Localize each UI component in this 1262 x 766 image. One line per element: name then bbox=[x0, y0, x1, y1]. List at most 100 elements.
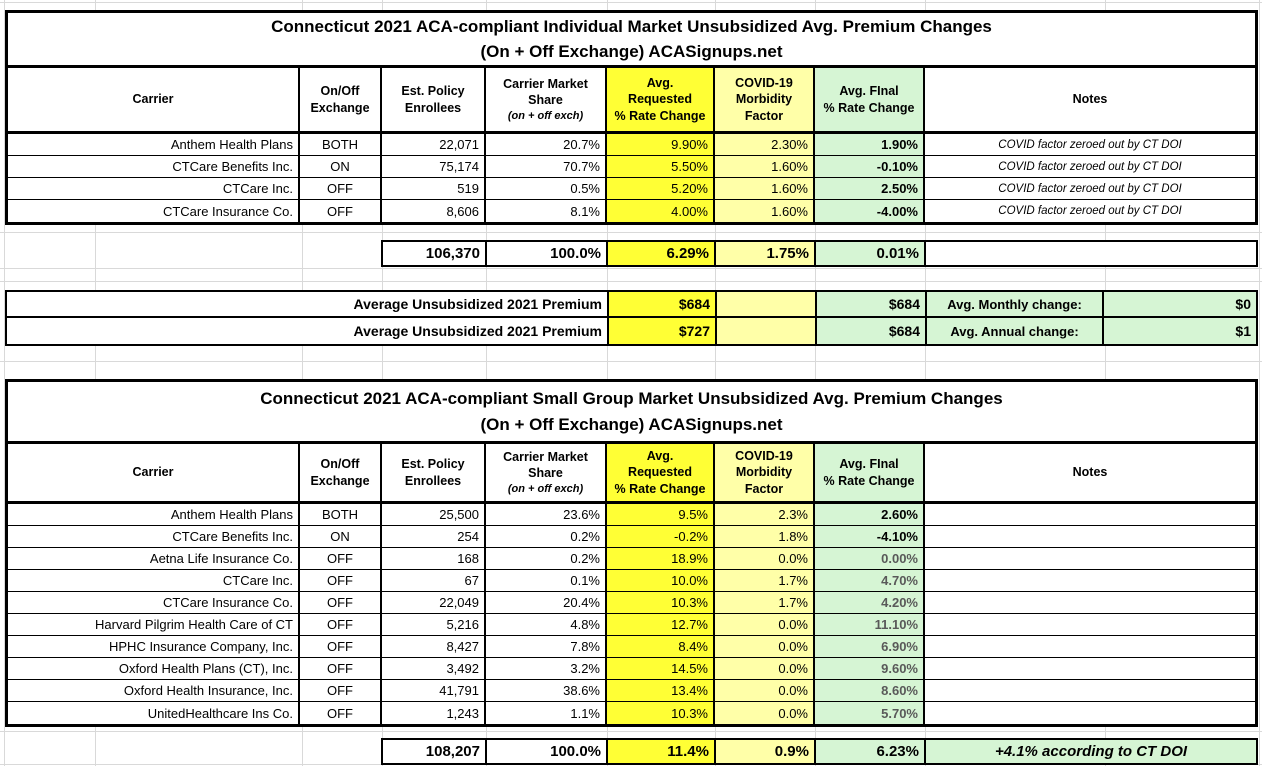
total-enrollees: 106,370 bbox=[383, 242, 487, 265]
carrier-row: Oxford Health Plans (CT), Inc. OFF 3,492… bbox=[8, 658, 1255, 680]
cell-requested-change: 13.4% bbox=[607, 680, 715, 701]
col-header-requested-change: Avg. Requested % Rate Change bbox=[607, 68, 715, 131]
cell-covid-factor: 0.0% bbox=[715, 548, 815, 569]
cell-exchange: OFF bbox=[300, 570, 382, 591]
cell-final-change: 6.90% bbox=[815, 636, 925, 657]
cell-final-change: 11.10% bbox=[815, 614, 925, 635]
cell-final-change: 8.60% bbox=[815, 680, 925, 701]
cell-carrier: Harvard Pilgrim Health Care of CT bbox=[8, 614, 300, 635]
header-line: Carrier Market bbox=[503, 450, 588, 465]
total-final-change: 6.23% bbox=[816, 740, 926, 763]
cell-final-change: -4.10% bbox=[815, 526, 925, 547]
header-line: Avg. bbox=[646, 449, 674, 464]
cell-carrier: CTCare Inc. bbox=[8, 178, 300, 199]
carrier-row: CTCare Benefits Inc. ON 254 0.2% -0.2% 1… bbox=[8, 526, 1255, 548]
cell-enrollees: 168 bbox=[382, 548, 486, 569]
avg-premium-spacer bbox=[717, 318, 817, 344]
individual-market-table: Connecticut 2021 ACA-compliant Individua… bbox=[5, 10, 1258, 225]
total-covid-factor: 0.9% bbox=[716, 740, 816, 763]
cell-covid-factor: 0.0% bbox=[715, 702, 815, 724]
col-header-carrier: Carrier bbox=[8, 68, 300, 131]
col-header-enrollees: Est. Policy Enrollees bbox=[382, 68, 486, 131]
avg-change-label: Avg. Monthly change: bbox=[927, 292, 1104, 316]
avg-change-label: Avg. Annual change: bbox=[927, 318, 1104, 344]
cell-covid-factor: 1.7% bbox=[715, 592, 815, 613]
carrier-row: CTCare Benefits Inc. ON 75,174 70.7% 5.5… bbox=[8, 156, 1255, 178]
col-header-final-change: Avg. FInal % Rate Change bbox=[815, 444, 925, 501]
individual-totals-row: 106,370 100.0% 6.29% 1.75% 0.01% bbox=[381, 240, 1258, 267]
carrier-row: CTCare Insurance Co. OFF 8,606 8.1% 4.00… bbox=[8, 200, 1255, 222]
cell-carrier: CTCare Benefits Inc. bbox=[8, 156, 300, 177]
total-requested-change: 11.4% bbox=[608, 740, 716, 763]
avg-premium-requested: $684 bbox=[609, 292, 717, 316]
cell-requested-change: 10.3% bbox=[607, 592, 715, 613]
carrier-row: Aetna Life Insurance Co. OFF 168 0.2% 18… bbox=[8, 548, 1255, 570]
header-line: On/Off bbox=[320, 84, 360, 99]
cell-market-share: 3.2% bbox=[486, 658, 607, 679]
col-header-notes: Notes bbox=[1072, 92, 1108, 107]
cell-covid-factor: 1.8% bbox=[715, 526, 815, 547]
column-header-row: Carrier On/Off Exchange Est. Policy Enro… bbox=[8, 68, 1255, 134]
cell-carrier: Oxford Health Plans (CT), Inc. bbox=[8, 658, 300, 679]
cell-requested-change: 5.50% bbox=[607, 156, 715, 177]
cell-enrollees: 3,492 bbox=[382, 658, 486, 679]
avg-premium-final: $684 bbox=[817, 292, 927, 316]
cell-enrollees: 254 bbox=[382, 526, 486, 547]
header-line: % Rate Change bbox=[614, 481, 706, 496]
cell-note: COVID factor zeroed out by CT DOI bbox=[998, 205, 1182, 217]
average-premium-row: Average Unsubsidized 2021 Premium $684 $… bbox=[7, 292, 1256, 318]
cell-requested-change: 10.0% bbox=[607, 570, 715, 591]
cell-enrollees: 5,216 bbox=[382, 614, 486, 635]
cell-carrier: Aetna Life Insurance Co. bbox=[8, 548, 300, 569]
cell-note bbox=[925, 526, 1255, 547]
cell-note bbox=[925, 658, 1255, 679]
col-header-notes: Notes bbox=[1072, 465, 1108, 480]
total-market-share: 100.0% bbox=[487, 242, 608, 265]
cell-final-change: 2.60% bbox=[815, 504, 925, 525]
header-line: Avg. FInal bbox=[839, 457, 899, 472]
cell-note bbox=[925, 680, 1255, 701]
header-line: Est. Policy bbox=[401, 84, 465, 99]
avg-premium-final: $684 bbox=[817, 318, 927, 344]
cell-final-change: 4.70% bbox=[815, 570, 925, 591]
cell-exchange: BOTH bbox=[300, 134, 382, 155]
cell-exchange: BOTH bbox=[300, 504, 382, 525]
cell-exchange: ON bbox=[300, 526, 382, 547]
cell-final-change: -4.00% bbox=[815, 200, 925, 222]
header-line: Enrollees bbox=[404, 473, 462, 488]
table-title-line2: (On + Off Exchange) ACASignups.net bbox=[480, 42, 783, 61]
cell-note bbox=[925, 548, 1255, 569]
cell-exchange: OFF bbox=[300, 614, 382, 635]
col-header-final-change: Avg. FInal % Rate Change bbox=[815, 68, 925, 131]
header-line: Share bbox=[528, 93, 563, 108]
cell-covid-factor: 0.0% bbox=[715, 614, 815, 635]
cell-market-share: 0.1% bbox=[486, 570, 607, 591]
cell-note bbox=[925, 614, 1255, 635]
header-line: Avg. FInal bbox=[839, 84, 899, 99]
cell-requested-change: 12.7% bbox=[607, 614, 715, 635]
cell-exchange: OFF bbox=[300, 178, 382, 199]
avg-change-value: $1 bbox=[1104, 318, 1256, 344]
col-header-covid-factor: COVID-19 Morbidity Factor bbox=[715, 68, 815, 131]
cell-requested-change: -0.2% bbox=[607, 526, 715, 547]
cell-final-change: -0.10% bbox=[815, 156, 925, 177]
cell-enrollees: 519 bbox=[382, 178, 486, 199]
cell-market-share: 1.1% bbox=[486, 702, 607, 724]
cell-exchange: OFF bbox=[300, 658, 382, 679]
cell-market-share: 0.5% bbox=[486, 178, 607, 199]
header-line: % Rate Change bbox=[823, 473, 915, 488]
total-note bbox=[926, 242, 1256, 265]
cell-market-share: 0.2% bbox=[486, 548, 607, 569]
cell-enrollees: 1,243 bbox=[382, 702, 486, 724]
carrier-row: CTCare Insurance Co. OFF 22,049 20.4% 10… bbox=[8, 592, 1255, 614]
cell-covid-factor: 2.30% bbox=[715, 134, 815, 155]
cell-carrier: Oxford Health Insurance, Inc. bbox=[8, 680, 300, 701]
carrier-row: UnitedHealthcare Ins Co. OFF 1,243 1.1% … bbox=[8, 702, 1255, 724]
header-line: COVID-19 bbox=[735, 449, 793, 464]
col-header-carrier: Carrier bbox=[8, 444, 300, 501]
small-group-totals-row: 108,207 100.0% 11.4% 0.9% 6.23% +4.1% ac… bbox=[381, 738, 1258, 765]
cell-market-share: 38.6% bbox=[486, 680, 607, 701]
cell-requested-change: 9.90% bbox=[607, 134, 715, 155]
cell-enrollees: 75,174 bbox=[382, 156, 486, 177]
